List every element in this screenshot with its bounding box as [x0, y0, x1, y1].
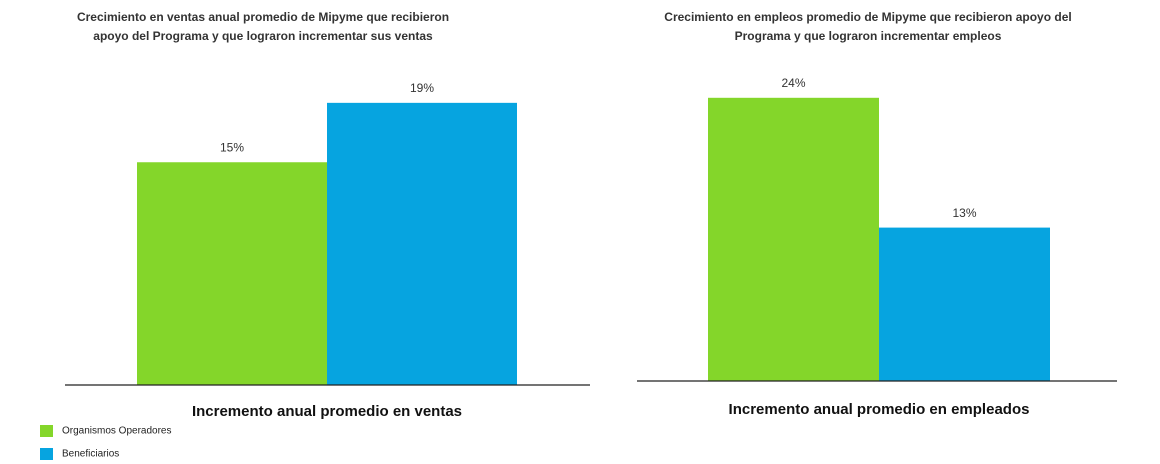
bar — [708, 97, 879, 382]
chart-title: Crecimiento en empleos promedio de Mipym… — [664, 10, 1071, 24]
chart-title: Crecimiento en ventas anual promedio de … — [77, 10, 449, 24]
legend-label: Organismos Operadores — [62, 426, 172, 437]
bar — [879, 227, 1050, 381]
legend-label: Beneficiarios — [62, 449, 119, 460]
bar — [137, 162, 327, 385]
x-category-label: Incremento anual promedio en empleados — [729, 401, 1030, 418]
x-category-label: Incremento anual promedio en ventas — [192, 403, 462, 420]
legend-swatch — [40, 448, 53, 460]
chart-title: Programa y que lograron incrementar empl… — [735, 29, 1002, 43]
legend-swatch — [40, 425, 53, 437]
data-label: 15% — [220, 140, 244, 154]
data-label: 19% — [410, 81, 434, 95]
data-label: 13% — [952, 206, 976, 220]
chart-title: apoyo del Programa y que lograron increm… — [93, 29, 433, 43]
bar — [327, 102, 517, 385]
data-label: 24% — [781, 76, 805, 90]
